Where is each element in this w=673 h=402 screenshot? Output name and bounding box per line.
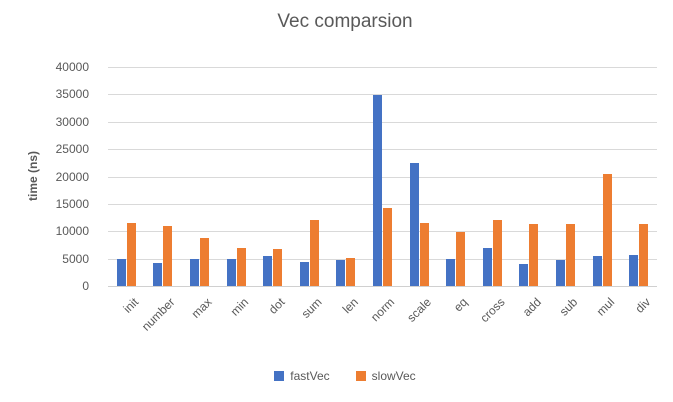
x-tick-label-len: len xyxy=(339,295,361,317)
x-tick-label-add: add xyxy=(519,295,544,320)
y-tick-label-40000: 40000 xyxy=(55,60,89,74)
bar-slowVec-number xyxy=(163,225,173,286)
bar-slowVec-max xyxy=(200,238,209,286)
bar-slowVec-cross xyxy=(492,220,502,286)
bar-fastVec-div xyxy=(629,254,639,286)
gridline-25000 xyxy=(108,149,657,151)
bar-slowVec-min xyxy=(236,248,246,286)
gridline-40000 xyxy=(108,67,657,68)
x-tick-label-number: number xyxy=(139,295,178,334)
bar-slowVec-dot xyxy=(273,248,283,286)
gridline-5000 xyxy=(108,258,657,260)
bar-fastVec-cross xyxy=(482,248,492,286)
bar-fastVec-len xyxy=(336,259,346,286)
legend-item-fastvec: fastVec xyxy=(274,369,330,383)
bar-slowVec-sum xyxy=(309,220,319,286)
bar-slowVec-mul xyxy=(602,174,612,286)
x-tick-label-max: max xyxy=(188,295,215,321)
y-tick-label-25000: 25000 xyxy=(55,142,89,157)
x-tick-label-mul: mul xyxy=(593,295,618,319)
x-tick-label-dot: dot xyxy=(265,295,288,317)
bar-slowVec-norm xyxy=(383,207,392,286)
gridline-15000 xyxy=(108,203,657,205)
x-tick-label-cross: cross xyxy=(477,295,508,326)
bar-fastVec-norm xyxy=(373,94,382,286)
y-tick-label-10000: 10000 xyxy=(55,224,89,239)
y-tick-label-35000: 35000 xyxy=(55,87,89,102)
y-tick-label-20000: 20000 xyxy=(55,169,89,184)
bar-slowVec-eq xyxy=(456,232,466,286)
plot-area xyxy=(108,67,657,287)
x-tick-label-div: div xyxy=(632,295,654,316)
fastvec-swatch-icon xyxy=(274,371,285,381)
chart-title: Vec comparsion xyxy=(277,11,413,32)
bar-slowVec-init xyxy=(126,222,136,286)
legend: fastVec slowVec xyxy=(0,369,673,383)
y-tick-label-0: 0 xyxy=(82,279,89,293)
bar-slowVec-add xyxy=(529,223,539,286)
bar-slowVec-sub xyxy=(566,223,575,286)
y-tick-label-15000: 15000 xyxy=(55,196,89,211)
gridline-20000 xyxy=(108,176,657,178)
x-tick-label-sub: sub xyxy=(556,295,581,319)
bar-fastVec-add xyxy=(519,264,529,286)
gridline-10000 xyxy=(108,231,657,233)
legend-label-slowvec: slowVec xyxy=(371,369,416,383)
bar-fastVec-sum xyxy=(299,261,309,286)
legend-label-fastvec: fastVec xyxy=(290,369,330,383)
slowvec-swatch-icon xyxy=(355,371,366,381)
x-tick-label-norm: norm xyxy=(368,295,398,325)
bar-fastVec-mul xyxy=(592,256,602,286)
legend-item-slowvec: slowVec xyxy=(355,369,416,383)
y-tick-label-30000: 30000 xyxy=(55,114,89,129)
bar-slowVec-len xyxy=(346,257,356,286)
x-tick-label-eq: eq xyxy=(451,295,471,315)
gridline-30000 xyxy=(108,121,657,123)
bar-slowVec-div xyxy=(639,223,649,286)
x-tick-label-init: init xyxy=(120,295,142,316)
bar-fastVec-max xyxy=(190,259,199,286)
bar-slowVec-scale xyxy=(419,223,429,286)
bar-fastVec-min xyxy=(226,259,236,286)
gridline-35000 xyxy=(108,94,657,96)
x-axis-line xyxy=(108,286,657,287)
bar-fastVec-scale xyxy=(409,163,419,286)
bar-fastVec-number xyxy=(153,263,163,286)
bar-fastVec-eq xyxy=(446,259,456,286)
y-tick-label-5000: 5000 xyxy=(62,251,89,266)
x-tick-label-min: min xyxy=(227,295,252,319)
x-tick-label-scale: scale xyxy=(404,295,435,325)
bar-fastVec-dot xyxy=(263,256,273,286)
bar-fastVec-init xyxy=(116,258,126,286)
bar-fastVec-sub xyxy=(556,259,565,286)
x-tick-label-sum: sum xyxy=(298,295,325,321)
